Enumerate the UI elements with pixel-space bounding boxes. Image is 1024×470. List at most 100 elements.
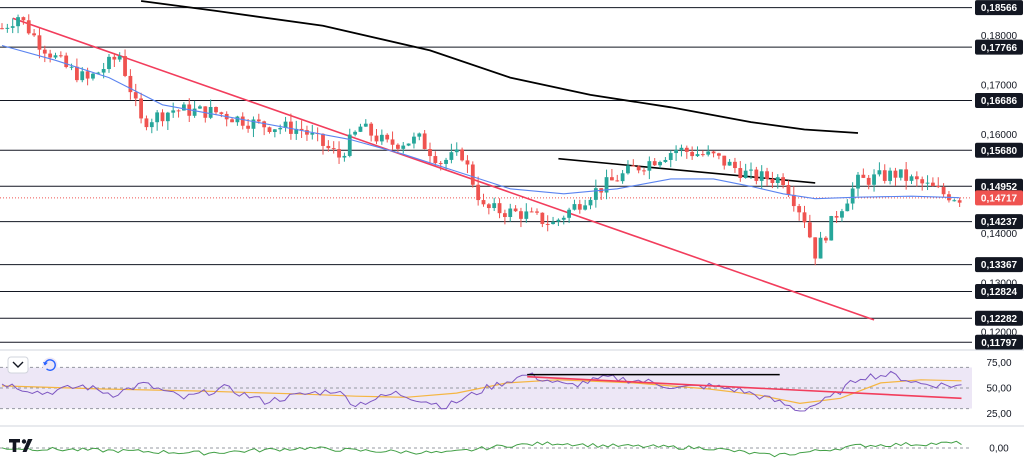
candle-body (417, 133, 422, 137)
level-label-box (975, 39, 1023, 55)
candle-body (888, 170, 892, 181)
candle-body (42, 49, 47, 54)
candle-body (797, 206, 802, 213)
candle-body (936, 186, 941, 188)
candle-body (497, 203, 502, 214)
candle-body (160, 112, 165, 122)
candle-body (540, 212, 545, 224)
candle-body (620, 173, 625, 182)
candle-body (957, 200, 962, 203)
candle-body (91, 73, 95, 79)
level-label-box (975, 178, 1023, 194)
candle-body (422, 133, 427, 150)
candle-body (856, 174, 860, 189)
candle-body (690, 151, 695, 157)
candle-body (149, 122, 154, 128)
main-price-axis: 0,18566 0,17766 0,16686 0,15680 0,14952 0,142… (975, 0, 1023, 350)
candle-body (155, 112, 160, 123)
refresh-button[interactable] (42, 357, 58, 373)
candle-body (695, 154, 700, 157)
candle-body (749, 169, 753, 171)
candle-body (535, 211, 539, 213)
candle-body (363, 123, 368, 127)
candle-body (872, 174, 876, 185)
level-label-box (975, 283, 1023, 299)
candle-body (374, 135, 379, 142)
price-tick-label: 0,14000 (981, 229, 1018, 240)
candle-body (107, 56, 111, 70)
candle-body (251, 119, 256, 129)
candle-body (882, 170, 887, 181)
candle-body (824, 237, 828, 241)
last-price-label-box (975, 190, 1023, 206)
candle-body (21, 17, 26, 21)
candle-body (572, 204, 577, 210)
candle-body (529, 211, 534, 213)
candle-body (396, 144, 400, 149)
sma-long-line (140, 0, 859, 134)
candle-body (717, 153, 721, 156)
candle-body (610, 177, 614, 181)
collapse-button[interactable] (7, 356, 29, 374)
level-label: 0,13367 (981, 260, 1018, 271)
level-label-box (975, 334, 1023, 350)
level-label: 0,12282 (981, 314, 1018, 325)
candle-body (706, 151, 711, 155)
momentum-pane[interactable]: 0,00 (0, 440, 1009, 458)
candle-body (684, 147, 689, 152)
candle-body (214, 106, 218, 113)
candle-body (58, 55, 63, 57)
candle-body (144, 118, 149, 128)
candle-body (786, 185, 791, 195)
candle-body (663, 159, 668, 162)
candle-body (845, 203, 850, 212)
main-price-pane[interactable]: 0,18566 0,17766 0,16686 0,15680 0,14952 0,142… (0, 0, 1023, 350)
candle-body (700, 154, 705, 156)
momentum-line (1, 440, 962, 458)
candle-body (807, 222, 812, 238)
level-label-box (975, 257, 1023, 273)
momentum-axis: 0,00 (989, 444, 1009, 455)
candle-body (642, 170, 646, 172)
rsi-tick-label: 75,00 (986, 358, 1011, 369)
rsi-pane[interactable]: 75,00 50,00 25,00 (0, 358, 1012, 420)
candle-body (272, 129, 277, 132)
candle-body (16, 17, 20, 27)
candle-body (262, 121, 267, 128)
candle-body (668, 153, 673, 160)
rsi-lines (1, 370, 962, 412)
rsi-tick-label: 25,00 (986, 409, 1011, 420)
level-label: 0,12824 (981, 287, 1018, 298)
candle-body (165, 112, 170, 122)
candle-body (358, 126, 363, 132)
candle-body (80, 71, 85, 81)
candle-body (877, 170, 882, 175)
candle-body (235, 116, 240, 123)
candle-body (438, 163, 443, 165)
candle-body (920, 179, 925, 184)
candle-body (658, 161, 662, 166)
rsi-tick-label: 50,00 (986, 384, 1011, 395)
candle-body (10, 26, 15, 28)
candle-body (652, 161, 657, 166)
candle-body (310, 133, 315, 135)
candle-body (299, 128, 304, 131)
level-label-box (975, 0, 1023, 16)
candle-body (588, 199, 593, 206)
candle-body (524, 211, 529, 219)
candle-body (128, 75, 133, 93)
candle-body (727, 161, 732, 166)
candle-body (331, 148, 336, 150)
candle-body (754, 169, 759, 181)
candle-body (551, 221, 555, 225)
candle-body (112, 56, 117, 60)
candle-body (914, 176, 919, 180)
price-tick-label: 0,16000 (981, 130, 1018, 141)
candle-body (246, 125, 250, 129)
level-label: 0,11797 (981, 338, 1017, 349)
candle-body (722, 155, 727, 166)
candle-body (219, 112, 224, 114)
candle-body (321, 133, 325, 146)
candle-body (139, 98, 143, 119)
